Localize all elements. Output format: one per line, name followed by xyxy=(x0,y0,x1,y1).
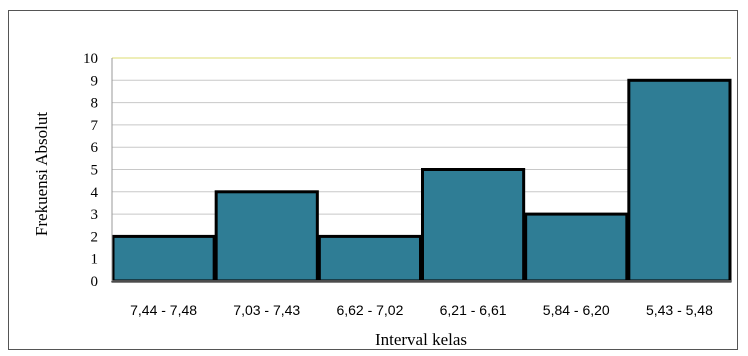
axes xyxy=(111,58,731,282)
x-tick-label: 5,84 - 6,20 xyxy=(543,302,610,318)
y-tick-label: 9 xyxy=(91,73,99,89)
y-tick-label: 6 xyxy=(91,140,99,156)
bar xyxy=(317,234,423,283)
x-tick-label: 7,03 - 7,43 xyxy=(233,302,300,318)
chart-frame xyxy=(8,10,738,350)
x-tick-labels: 7,44 - 7,48 7,03 - 7,43 6,62 - 7,02 6,21 - … xyxy=(130,302,713,318)
bar xyxy=(627,78,732,283)
x-tick-label: 6,21 - 6,61 xyxy=(440,302,507,318)
y-tick-labels: 0 1 2 3 4 5 6 7 8 9 10 xyxy=(83,51,99,290)
y-tick-label: 8 xyxy=(91,96,99,112)
x-tick-label: 7,44 - 7,48 xyxy=(130,302,197,318)
y-tick-label: 0 xyxy=(91,274,99,290)
y-tick-label: 5 xyxy=(91,163,99,179)
bar xyxy=(421,168,526,283)
y-tick-label: 7 xyxy=(91,118,99,134)
bar xyxy=(524,212,629,283)
y-tick-label: 3 xyxy=(91,207,99,223)
bar xyxy=(111,234,216,283)
x-tick-label: 5,43 - 5,48 xyxy=(646,302,713,318)
bar xyxy=(214,190,319,283)
y-tick-label: 10 xyxy=(83,51,98,67)
bars xyxy=(111,78,732,283)
y-tick-label: 2 xyxy=(91,229,99,245)
y-tick-label: 4 xyxy=(91,185,99,201)
y-tick-label: 1 xyxy=(91,252,99,268)
x-tick-label: 6,62 - 7,02 xyxy=(336,302,403,318)
x-axis-title: Interval kelas xyxy=(375,330,467,349)
y-axis-title: Frekuensi Absolut xyxy=(32,112,51,236)
